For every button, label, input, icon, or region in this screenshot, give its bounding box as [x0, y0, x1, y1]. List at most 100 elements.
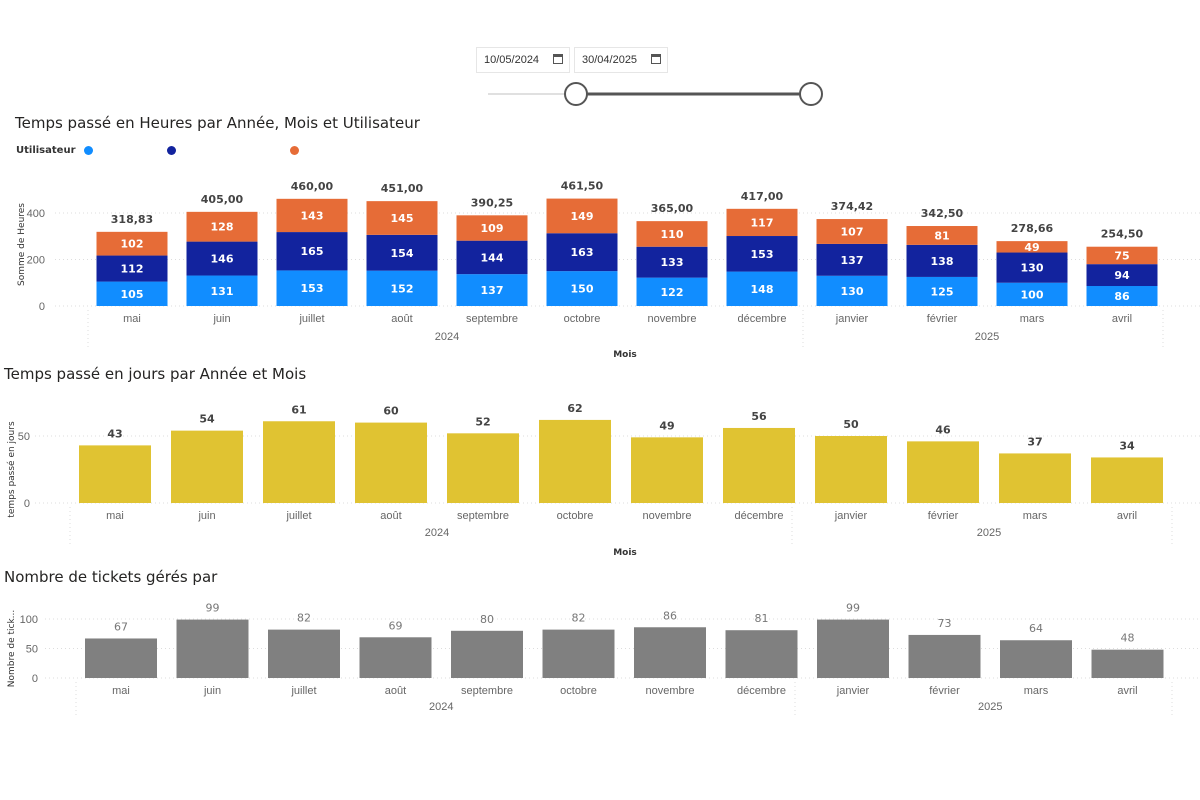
- bar-segment: [726, 236, 798, 272]
- bar: [176, 619, 249, 678]
- total-label: 390,25: [471, 196, 513, 209]
- data-label: 50: [843, 418, 859, 431]
- x-tick-label: février: [927, 313, 958, 325]
- year-label: 2024: [425, 527, 449, 539]
- x-tick-label: avril: [1117, 510, 1137, 522]
- bar-segment: [726, 208, 798, 237]
- data-label: 138: [931, 255, 954, 268]
- x-axis-title: Mois: [613, 548, 637, 558]
- data-label: 82: [572, 612, 586, 625]
- data-label: 109: [481, 222, 504, 235]
- bar: [447, 433, 519, 503]
- y-tick-label: 0: [24, 498, 30, 510]
- bar: [451, 630, 523, 678]
- data-label: 86: [1114, 290, 1130, 303]
- bar-segment: [996, 282, 1068, 306]
- bar: [539, 419, 611, 503]
- data-label: 54: [199, 413, 215, 426]
- x-tick-label: octobre: [560, 685, 597, 697]
- bar: [908, 634, 981, 678]
- data-label: 94: [1114, 269, 1130, 282]
- bar-segment: [456, 274, 528, 306]
- bar-segment: [456, 240, 528, 275]
- data-label: 144: [481, 251, 504, 264]
- chart1-title: Temps passé en Heures par Année, Mois et…: [15, 114, 420, 132]
- bar-segment: [996, 241, 1068, 253]
- bar: [999, 453, 1071, 503]
- x-tick-label: juin: [197, 510, 215, 522]
- bar-segment: [96, 255, 168, 282]
- x-tick-label: décembre: [738, 313, 787, 325]
- data-label: 131: [211, 285, 234, 298]
- data-label: 37: [1027, 435, 1042, 448]
- data-label: 99: [206, 602, 220, 615]
- legend-dot-dark-blue[interactable]: [166, 146, 176, 155]
- bar: [725, 630, 798, 678]
- bar-segment: [96, 281, 168, 306]
- data-label: 34: [1119, 439, 1135, 452]
- bar-segment: [636, 246, 708, 278]
- bar: [1091, 457, 1163, 503]
- data-label: 73: [938, 617, 952, 630]
- bar-segment: [816, 275, 888, 306]
- total-label: 318,83: [111, 213, 153, 226]
- bar-segment: [996, 252, 1068, 283]
- end-date-value: 30/04/2025: [582, 54, 638, 66]
- data-label: 137: [481, 284, 504, 297]
- data-label: 80: [480, 613, 494, 626]
- bar: [1091, 649, 1164, 678]
- bar: [817, 619, 889, 678]
- bar-segment: [636, 277, 708, 306]
- slider-start-handle[interactable]: [564, 82, 588, 106]
- x-tick-label: juillet: [285, 510, 311, 522]
- bar-segment: [366, 270, 438, 306]
- year-label: 2024: [429, 701, 453, 713]
- data-label: 130: [1021, 262, 1044, 275]
- data-label: 133: [661, 256, 684, 269]
- slider-end-handle[interactable]: [799, 82, 823, 106]
- bar-segment: [276, 232, 348, 271]
- y-axis-title: temps passé en jours: [6, 421, 17, 518]
- year-label: 2025: [977, 527, 1001, 539]
- total-label: 405,00: [201, 193, 244, 206]
- y-tick-label: 0: [32, 673, 38, 685]
- x-tick-label: septembre: [466, 313, 518, 325]
- legend: Utilisateur: [16, 145, 369, 156]
- bar: [634, 627, 706, 678]
- data-label: 146: [211, 253, 234, 266]
- x-tick-label: novembre: [646, 685, 695, 697]
- x-tick-label: mars: [1024, 685, 1049, 697]
- x-tick-label: décembre: [737, 685, 786, 697]
- year-label: 2025: [975, 331, 999, 343]
- data-label: 163: [571, 246, 594, 259]
- data-label: 46: [935, 423, 951, 436]
- bar: [1000, 640, 1072, 678]
- year-label: 2025: [978, 701, 1002, 713]
- data-label: 56: [751, 410, 767, 423]
- x-tick-label: août: [391, 313, 412, 325]
- x-tick-label: août: [380, 510, 401, 522]
- data-label: 148: [751, 283, 774, 296]
- bar-segment: [366, 234, 438, 271]
- bar-segment: [1086, 264, 1158, 287]
- calendar-icon[interactable]: [651, 54, 661, 64]
- bar: [723, 427, 795, 503]
- date-range-slider[interactable]: [488, 82, 823, 106]
- data-label: 137: [841, 254, 864, 267]
- data-label: 52: [475, 415, 490, 428]
- data-label: 62: [567, 402, 582, 415]
- data-label: 112: [121, 263, 144, 276]
- calendar-icon[interactable]: [553, 54, 563, 64]
- bar: [268, 629, 340, 678]
- data-label: 165: [301, 245, 324, 258]
- data-label: 117: [751, 216, 774, 229]
- legend-title: Utilisateur: [16, 145, 76, 156]
- data-label: 105: [121, 288, 144, 301]
- data-label: 82: [297, 612, 311, 625]
- total-label: 460,00: [291, 180, 334, 193]
- start-date-input[interactable]: 10/05/2024: [476, 47, 570, 73]
- end-date-input[interactable]: 30/04/2025: [574, 47, 668, 73]
- bar: [542, 629, 615, 678]
- legend-dot-orange[interactable]: [289, 146, 299, 155]
- legend-dot-light-blue[interactable]: [83, 146, 93, 155]
